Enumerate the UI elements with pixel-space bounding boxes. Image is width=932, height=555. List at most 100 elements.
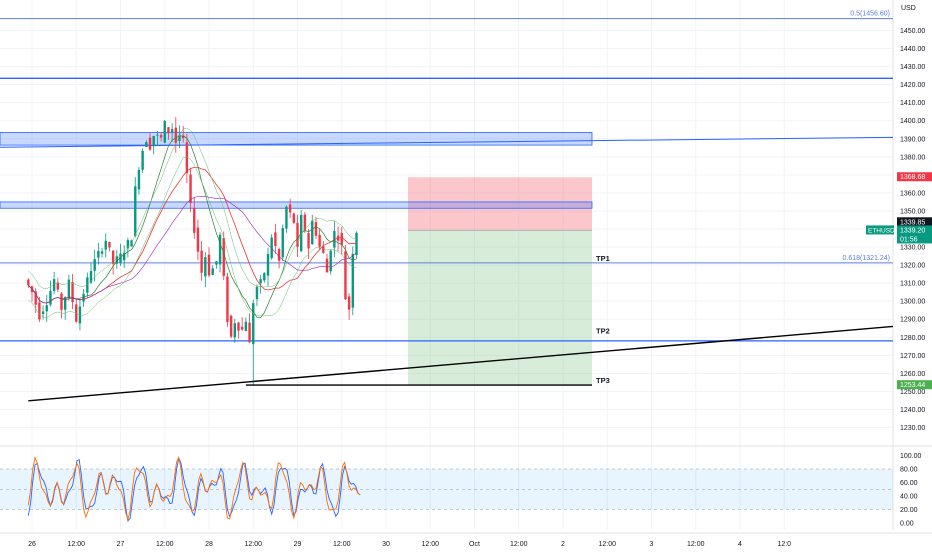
symbol-badge: ETHUSD <box>868 227 895 234</box>
price-axis[interactable]: USD 1450.00 1440.00 1430.00 1420.00 1410.00 14… <box>900 5 925 528</box>
candle-body <box>244 321 248 331</box>
price-tick-label: 1430.00 <box>900 64 925 71</box>
price-tick-label: 1240.00 <box>900 407 925 414</box>
price-tick-label: 1330.00 <box>900 245 925 252</box>
candle-body <box>71 282 74 303</box>
candle-body <box>277 249 281 261</box>
moving-averages <box>28 127 357 318</box>
candle-body <box>93 259 96 271</box>
candle-body <box>296 222 299 247</box>
price-tick-label: 1360.00 <box>900 190 925 197</box>
candle-body <box>233 323 237 338</box>
price-tick-label: 1250.00 <box>900 389 925 396</box>
take-profit-zone <box>408 230 592 386</box>
price-tick-label: 1390.00 <box>900 136 925 143</box>
stoch-d-line <box>27 455 361 522</box>
price-tick-label: 1420.00 <box>900 82 925 89</box>
ma-purple <box>28 196 357 304</box>
candle-body <box>75 304 78 322</box>
candle-body <box>307 233 310 249</box>
price-tick-label: 1280.00 <box>900 335 925 342</box>
candle-body <box>288 204 292 213</box>
time-tick-label: 12:00 <box>510 541 528 548</box>
candle-body <box>355 232 358 256</box>
current-price-tag-bg <box>897 225 932 244</box>
support-trendline <box>28 325 894 402</box>
candle-body <box>34 291 37 305</box>
price-tick-label: 1440.00 <box>900 46 925 53</box>
candle-body <box>351 253 355 308</box>
candle-body <box>322 246 325 253</box>
stochastic-pane <box>0 455 893 523</box>
time-tick-label: 12:0 <box>777 541 791 548</box>
candle-body <box>145 142 148 147</box>
time-tick-label: 12:00 <box>421 541 439 548</box>
time-axis[interactable]: 26 12:00 27 12:00 28 12:00 29 12:00 30 12:00 Oct 12… <box>28 541 791 548</box>
candle-body <box>170 129 174 133</box>
candle-body <box>329 250 332 272</box>
candle-body <box>222 237 225 276</box>
fib-level-label: 0.5(1456.60) <box>850 11 890 18</box>
candle-body <box>174 127 178 144</box>
candle-body <box>52 279 56 292</box>
candle-body <box>237 322 240 331</box>
candle-body <box>248 322 251 343</box>
price-tick-label: 1270.00 <box>900 353 925 360</box>
candle-body <box>344 251 347 300</box>
tp-label-tp3: TP3 <box>596 376 610 385</box>
candle-body <box>152 135 155 147</box>
candle-body <box>82 293 85 302</box>
price-tick-label: 1380.00 <box>900 154 925 161</box>
candle-body <box>178 135 181 141</box>
price-tick-label: 1230.00 <box>900 425 925 432</box>
candle-body <box>325 258 329 273</box>
candle-body <box>311 220 314 245</box>
symbol-badge-bg <box>866 225 894 235</box>
candle-body <box>266 254 270 276</box>
target-price-tag-bg <box>897 380 932 390</box>
stoch-tick-label: 0.00 <box>900 521 914 528</box>
price-tick-label: 1260.00 <box>900 371 925 378</box>
candle-body <box>134 186 137 236</box>
candle-body <box>252 303 255 345</box>
currency-label: USD <box>901 5 916 12</box>
price-tick-label: 1310.00 <box>900 281 925 288</box>
candle-body <box>156 134 159 136</box>
fib-level-label: 0.618(1321.24) <box>843 255 890 262</box>
candle-body <box>60 293 63 310</box>
last-high-tag-bg <box>897 217 932 227</box>
target-price-tag: 1253.44 <box>900 382 925 389</box>
candle-body <box>141 150 144 170</box>
candle-body <box>240 326 244 330</box>
candle-body <box>196 227 200 252</box>
time-tick-label: 26 <box>28 541 36 548</box>
candle-body <box>49 290 52 305</box>
candle-body <box>148 137 152 150</box>
time-tick-label: 3 <box>650 541 654 548</box>
time-tick-label: Oct <box>469 541 480 548</box>
candle-body <box>229 315 233 337</box>
candle-body <box>211 268 214 276</box>
candle-body <box>111 250 115 264</box>
candle-body <box>255 286 259 300</box>
trendlines <box>28 325 894 402</box>
candle-body <box>89 271 93 283</box>
candle-body <box>67 279 71 299</box>
tp-label-tp2: TP2 <box>596 326 610 335</box>
zones <box>0 132 593 386</box>
candle-body <box>38 302 41 320</box>
time-tick-label: 27 <box>117 541 125 548</box>
candle-body <box>218 234 222 265</box>
time-tick-label: 12:00 <box>333 541 351 548</box>
candle-body <box>314 222 318 236</box>
stoch-tick-label: 60.00 <box>900 480 918 487</box>
stoch-k-line <box>27 456 361 523</box>
candle-body <box>259 279 262 284</box>
candle-body <box>56 282 60 290</box>
candle-body <box>45 305 48 312</box>
price-tick-label: 1320.00 <box>900 263 925 270</box>
candle-body <box>189 174 192 203</box>
